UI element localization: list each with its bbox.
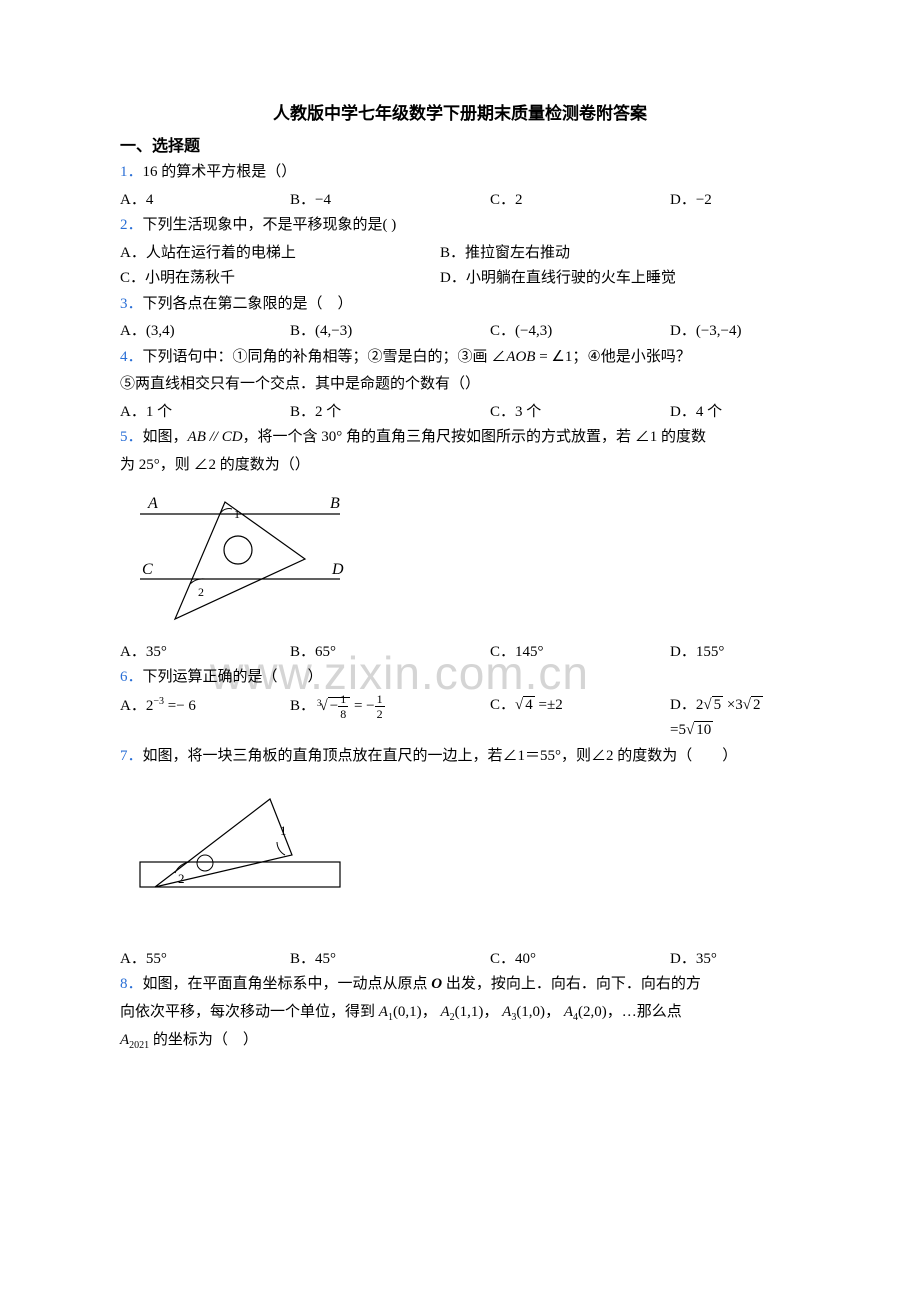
option-c: C．2 xyxy=(490,188,670,214)
option-a: A．35° xyxy=(120,640,290,666)
svg-text:2: 2 xyxy=(178,871,185,886)
svg-text:A: A xyxy=(147,495,158,512)
question-number: 3． xyxy=(120,296,143,312)
aob: AOB xyxy=(506,349,535,365)
option-a: A．1 个 xyxy=(120,400,290,426)
question-5-line2: 为 25°，则 ∠2 的度数为（） xyxy=(120,453,800,479)
abcd: AB // CD xyxy=(188,429,243,445)
option-c: C．√4 =±2 xyxy=(490,693,670,744)
question-number: 1． xyxy=(120,164,143,180)
option-b: B．推拉窗左右推动 xyxy=(440,241,760,267)
question-text: 下列生活现象中，不是平移现象的是( ) xyxy=(143,217,397,233)
question-text-a: 如图， xyxy=(143,429,188,445)
option-a: A．(3,4) xyxy=(120,319,290,345)
option-d: D．35° xyxy=(670,947,800,973)
svg-text:B: B xyxy=(330,495,340,512)
svg-text:1: 1 xyxy=(280,823,287,838)
question-8-line2: 向依次平移，每次移动一个单位，得到 A1(0,1)， A2(1,1)， A3(1… xyxy=(120,1000,800,1026)
option-c: C．小明在荡秋千 xyxy=(120,266,440,292)
question-text-b: ，将一个含 30° 角的直角三角尺按如图所示的方式放置，若 ∠1 的度数 xyxy=(243,429,707,445)
option-d: D．−2 xyxy=(670,188,800,214)
origin-o: O xyxy=(431,976,442,992)
svg-text:D: D xyxy=(331,561,344,578)
question-number: 5． xyxy=(120,429,143,445)
q1-options: A．4 B．−4 C．2 D．−2 xyxy=(120,188,800,214)
q6-options: A．2−3 =− 6 B．√−18 = −12 C．√4 =±2 D．2√5 ×… xyxy=(120,693,800,744)
question-2: 2．下列生活现象中，不是平移现象的是( ) xyxy=(120,213,800,239)
option-c: C．40° xyxy=(490,947,670,973)
option-b: B．45° xyxy=(290,947,490,973)
option-c: C．3 个 xyxy=(490,400,670,426)
question-text: 如图，将一块三角板的直角顶点放在直尺的一边上，若∠1＝55°，则∠2 的度数为（… xyxy=(143,748,738,764)
option-b: B．65° xyxy=(290,640,490,666)
q2-options-row2: C．小明在荡秋千 D．小明躺在直线行驶的火车上睡觉 xyxy=(120,266,800,292)
option-b: B．√−18 = −12 xyxy=(290,693,490,744)
option-d: D．2√5 ×3√2 =5√10 xyxy=(670,693,800,744)
question-number: 2． xyxy=(120,217,143,233)
question-text-b: = ∠1；④他是小张吗？ xyxy=(535,349,690,365)
question-number: 7． xyxy=(120,748,143,764)
question-4-line2: ⑤两直线相交只有一个交点．其中是命题的个数有（） xyxy=(120,372,800,398)
q2-options-row1: A．人站在运行着的电梯上 B．推拉窗左右推动 xyxy=(120,241,800,267)
option-c: C．(−4,3) xyxy=(490,319,670,345)
option-b: B．2 个 xyxy=(290,400,490,426)
q5-figure: A B C D 1 2 xyxy=(120,484,800,634)
question-4: 4．下列语句中：①同角的补角相等；②雪是白的；③画 ∠AOB = ∠1；④他是小… xyxy=(120,345,800,371)
option-a: A．55° xyxy=(120,947,290,973)
question-text: 下列运算正确的是（ ） xyxy=(143,669,323,685)
question-1: 1．16 的算术平方根是（） xyxy=(120,160,800,186)
option-b: B．−4 xyxy=(290,188,490,214)
svg-text:C: C xyxy=(142,561,153,578)
page-content: 人教版中学七年级数学下册期末质量检测卷附答案 一、选择题 1．16 的算术平方根… xyxy=(120,100,800,1054)
option-d: D．155° xyxy=(670,640,800,666)
option-d: D．(−3,−4) xyxy=(670,319,800,345)
option-d: D．小明躺在直线行驶的火车上睡觉 xyxy=(440,266,760,292)
option-a: A．4 xyxy=(120,188,290,214)
option-b: B．(4,−3) xyxy=(290,319,490,345)
question-text: 16 的算术平方根是（） xyxy=(143,164,297,180)
question-5: 5．如图，AB // CD，将一个含 30° 角的直角三角尺按如图所示的方式放置… xyxy=(120,425,800,451)
question-text-b: 出发，按向上．向右．向下．向右的方 xyxy=(442,976,701,992)
option-a: A．人站在运行着的电梯上 xyxy=(120,241,440,267)
question-8-line3: A2021 的坐标为（ ） xyxy=(120,1028,800,1054)
question-text-a: 如图，在平面直角坐标系中，一动点从原点 xyxy=(143,976,428,992)
question-8: 8．如图，在平面直角坐标系中，一动点从原点 O 出发，按向上．向右．向下．向右的… xyxy=(120,972,800,998)
question-3: 3．下列各点在第二象限的是（ ） xyxy=(120,292,800,318)
page-title: 人教版中学七年级数学下册期末质量检测卷附答案 xyxy=(120,100,800,129)
question-number: 8． xyxy=(120,976,143,992)
svg-text:2: 2 xyxy=(198,585,204,599)
question-7: 7．如图，将一块三角板的直角顶点放在直尺的一边上，若∠1＝55°，则∠2 的度数… xyxy=(120,744,800,770)
q7-figure: 1 2 xyxy=(120,787,800,917)
option-a: A．2−3 =− 6 xyxy=(120,693,290,744)
question-text-a: 下列语句中：①同角的补角相等；②雪是白的；③画 ∠ xyxy=(143,349,507,365)
question-number: 4． xyxy=(120,349,143,365)
section-header: 一、选择题 xyxy=(120,133,800,160)
option-c: C．145° xyxy=(490,640,670,666)
q4-options: A．1 个 B．2 个 C．3 个 D．4 个 xyxy=(120,400,800,426)
q5-options: A．35° B．65° C．145° D．155° xyxy=(120,640,800,666)
question-6: 6．下列运算正确的是（ ） xyxy=(120,665,800,691)
question-text: 下列各点在第二象限的是（ ） xyxy=(143,296,353,312)
q3-options: A．(3,4) B．(4,−3) C．(−4,3) D．(−3,−4) xyxy=(120,319,800,345)
option-d: D．4 个 xyxy=(670,400,800,426)
svg-text:1: 1 xyxy=(234,507,240,521)
q7-options: A．55° B．45° C．40° D．35° xyxy=(120,947,800,973)
question-number: 6． xyxy=(120,669,143,685)
